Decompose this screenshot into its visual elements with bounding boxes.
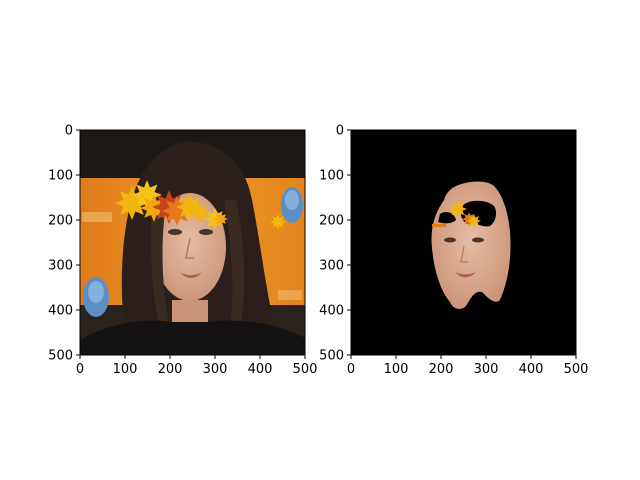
mask-x-tick-label: 500 [564,362,589,377]
photo-y-tick-label: 300 [48,259,73,274]
mask-y-tick-label: 500 [319,349,344,364]
photo-x-tick-label: 100 [113,362,138,377]
photo-y-tick-label: 500 [48,349,73,364]
mask-x-tick-label: 100 [384,362,409,377]
photo-x-tick-label: 0 [76,362,84,377]
photo-y-tick-label: 100 [48,169,73,184]
photo-x-tick-label: 200 [158,362,183,377]
photo-y-tick-label: 0 [65,124,73,139]
mask-y-tick-label: 200 [319,214,344,229]
mask-axes-frame [350,129,577,356]
mask-y-tick-label: 100 [319,169,344,184]
mask-image [351,130,576,355]
photo-x-tick-label: 300 [203,362,228,377]
mask-x-tick-label: 400 [519,362,544,377]
mask-y-tick-label: 400 [319,304,344,319]
photo-axes-frame [79,129,306,356]
mask-x-tick-label: 0 [347,362,355,377]
mask-x-tick-label: 300 [474,362,499,377]
photo-x-tick-label: 500 [293,362,318,377]
photo-y-tick-label: 400 [48,304,73,319]
photo-y-tick-label: 200 [48,214,73,229]
mask-y-tick-label: 0 [336,124,344,139]
photo-image [80,130,305,355]
photo-x-tick-label: 400 [248,362,273,377]
mask-x-tick-label: 200 [429,362,454,377]
mask-y-tick-label: 300 [319,259,344,274]
